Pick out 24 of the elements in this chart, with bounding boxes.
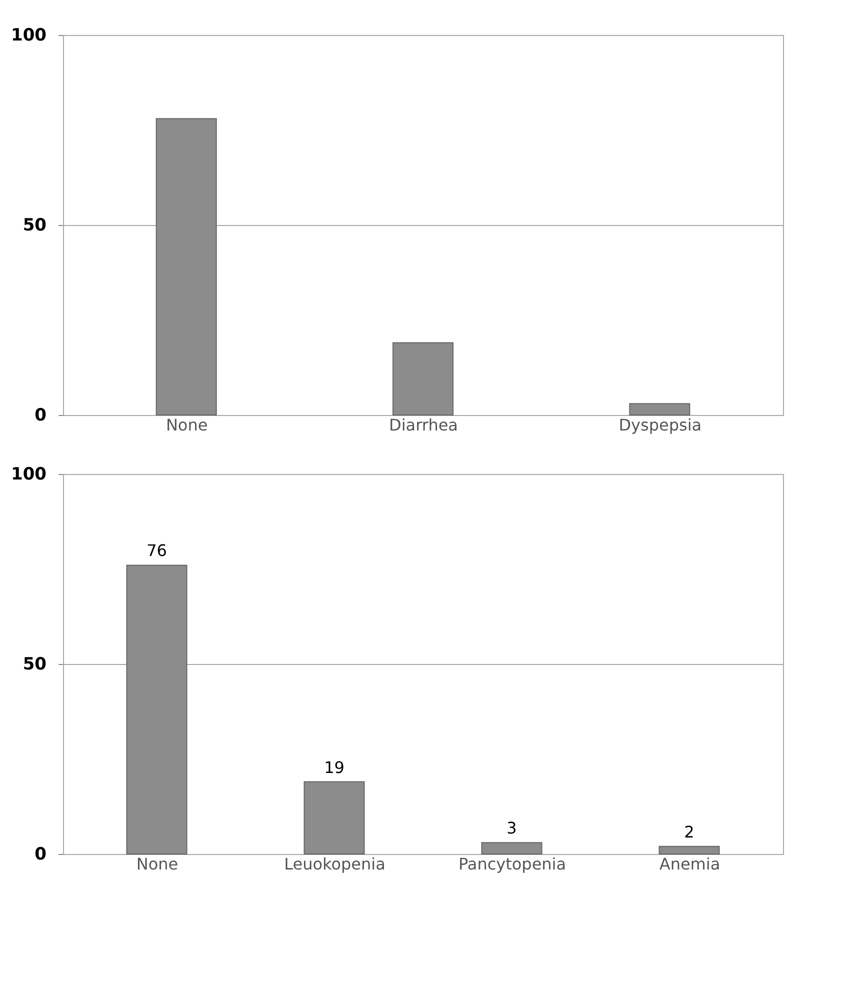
y-tick-label: 50 (22, 654, 47, 674)
y-tick-label: 100 (11, 464, 47, 484)
data-label: 3 (506, 818, 517, 838)
y-tick-label: 0 (34, 844, 47, 864)
x-tick-label: Pancytopenia (458, 854, 566, 874)
bar (304, 781, 365, 854)
bar (126, 564, 188, 854)
x-tick-label: None (166, 416, 208, 434)
y-tick-label: 50 (22, 216, 47, 236)
bar (392, 342, 454, 416)
data-label: 2 (684, 822, 694, 842)
bar (156, 118, 217, 416)
x-tick-label: Diarrhea (389, 416, 458, 434)
bar (481, 842, 542, 854)
data-label: 76 (146, 541, 167, 560)
x-tick-label: Leuokopenia (284, 854, 386, 874)
y-tick-label: 100 (11, 26, 47, 46)
bar (629, 403, 690, 416)
bar (658, 846, 720, 854)
x-tick-label: None (136, 854, 178, 874)
x-tick-label: Anemia (659, 854, 720, 874)
y-tick-label: 0 (34, 406, 47, 426)
x-tick-label: Dyspepsia (618, 416, 702, 434)
data-label: 19 (324, 758, 344, 777)
